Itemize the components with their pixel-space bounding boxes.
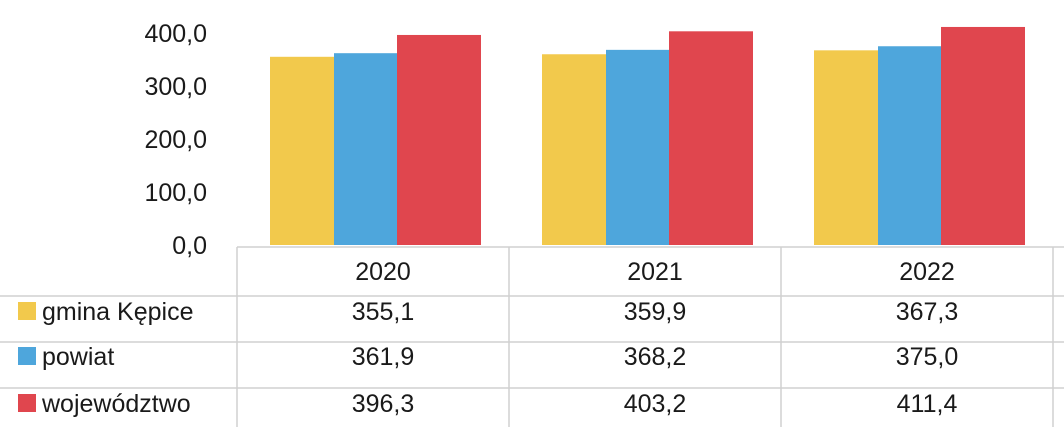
legend-label: województwo bbox=[41, 390, 191, 418]
data-table-cell: 359,9 bbox=[624, 298, 687, 326]
category-label: 2022 bbox=[899, 258, 955, 286]
category-label: 2020 bbox=[355, 258, 411, 286]
data-table-cell: 355,1 bbox=[352, 298, 415, 326]
legend-label: gmina Kępice bbox=[42, 298, 193, 326]
legend-label: powiat bbox=[42, 343, 114, 371]
data-table-cell: 367,3 bbox=[896, 298, 959, 326]
bar-series bbox=[270, 26, 1025, 246]
bar-województwo-2020 bbox=[397, 34, 481, 245]
data-table-cell: 375,0 bbox=[896, 343, 959, 371]
y-tick-label: 0,0 bbox=[172, 232, 207, 260]
y-axis-tick-labels: 0,0 100,0 200,0 300,0 400,0 bbox=[144, 20, 207, 260]
category-labels: 2020 2021 2022 bbox=[355, 258, 955, 286]
y-tick-label: 200,0 bbox=[144, 126, 207, 154]
data-table-cell: 411,4 bbox=[897, 390, 958, 418]
data-table-cell: 368,2 bbox=[624, 343, 687, 371]
legend-key-województwo bbox=[18, 394, 36, 412]
data-table-cell: 403,2 bbox=[624, 390, 687, 418]
y-tick-label: 400,0 bbox=[144, 20, 207, 48]
legend-key-powiat bbox=[18, 347, 36, 365]
legend-key-gmina-kępice bbox=[18, 302, 36, 320]
data-table-cell: 361,9 bbox=[352, 343, 415, 371]
y-tick-label: 100,0 bbox=[144, 179, 207, 207]
y-tick-label: 300,0 bbox=[144, 73, 207, 101]
bar-województwo-2022 bbox=[941, 26, 1025, 245]
data-table-rows: gmina Kępice 355,1 359,9 367,3 powiat 361,9 36… bbox=[18, 298, 958, 418]
data-table-cell: 396,3 bbox=[352, 390, 415, 418]
bar-województwo-2021 bbox=[669, 31, 753, 245]
category-label: 2021 bbox=[627, 258, 683, 286]
data-table-grid bbox=[0, 246, 1064, 427]
